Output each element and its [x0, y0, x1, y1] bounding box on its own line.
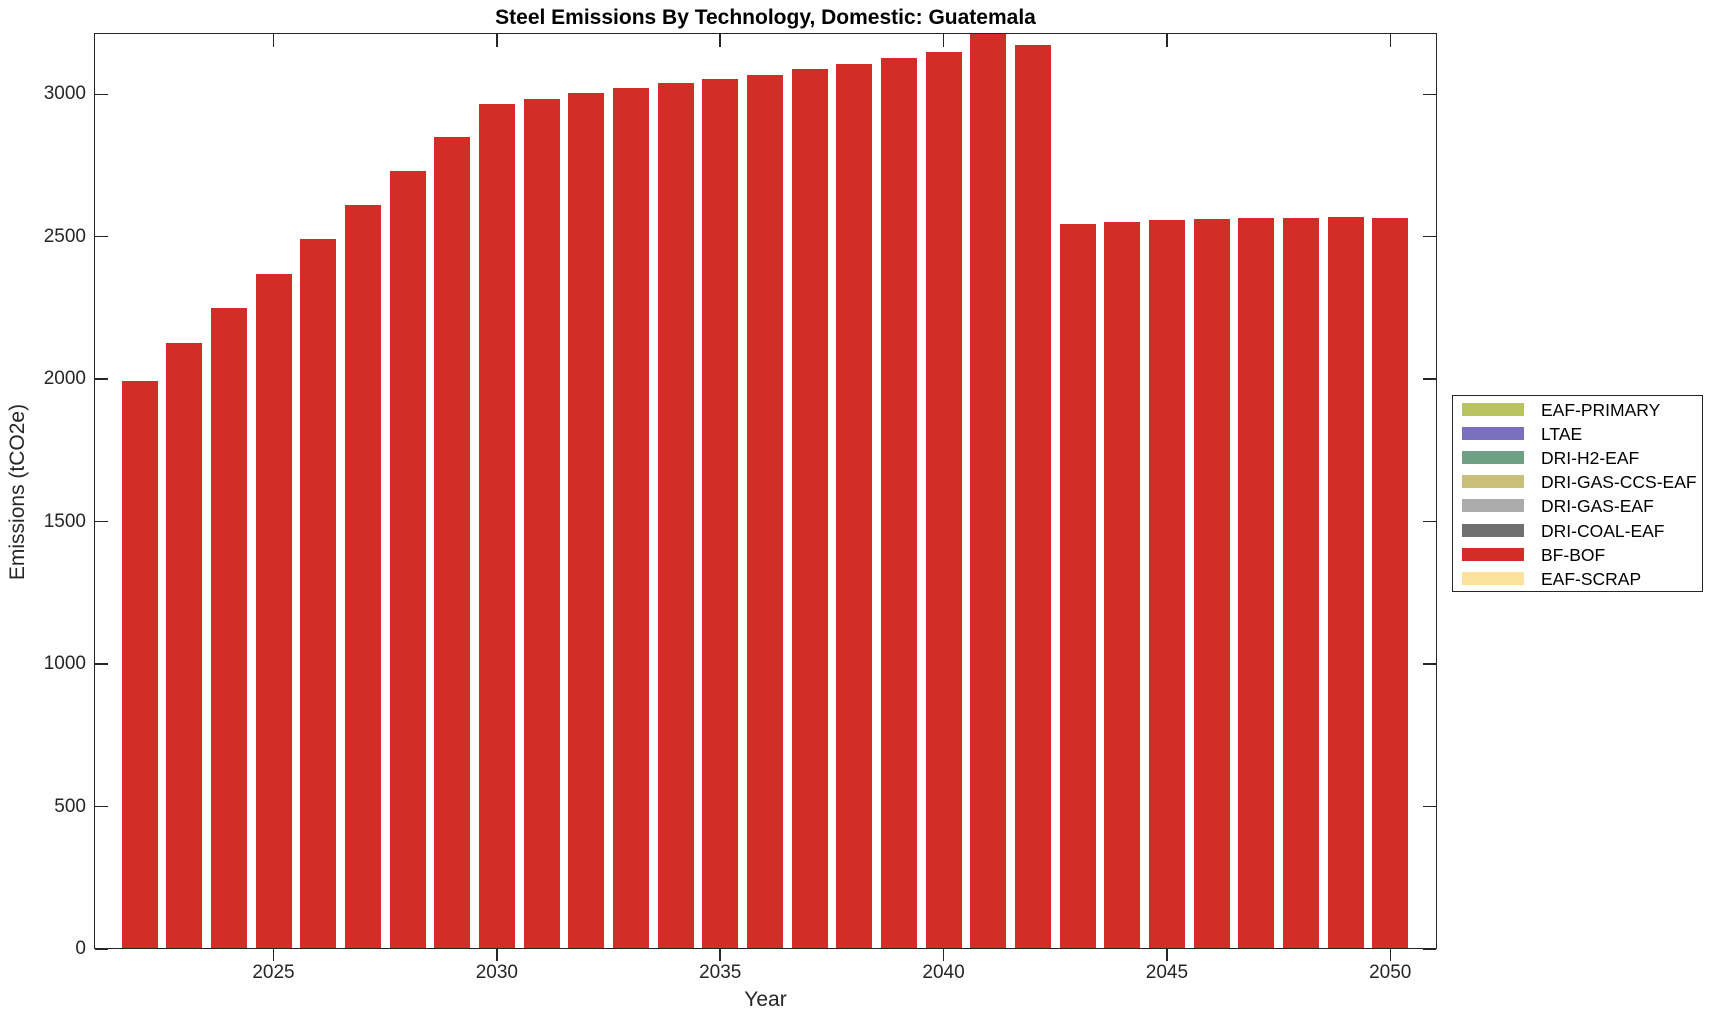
x-axis-label: Year [744, 988, 787, 1011]
legend-item: BF-BOF [1453, 543, 1702, 567]
x-tick-mark-bottom [719, 949, 721, 961]
bar-2045 [1148, 220, 1185, 948]
legend-swatch-dri-coal-eaf [1462, 523, 1524, 537]
x-tick-mark-top [272, 34, 275, 47]
bar-2044 [1104, 221, 1141, 948]
bar-2029 [434, 136, 471, 948]
bar-2039 [880, 57, 917, 948]
y-tick-mark-right [1423, 93, 1436, 95]
bar-2032 [568, 93, 605, 948]
bar-2034 [657, 83, 694, 948]
legend-item: EAF-SCRAP [1453, 567, 1702, 591]
y-tick-label: 3000 [43, 83, 86, 105]
x-tick-label: 2030 [475, 962, 518, 983]
x-tick-mark-top [1166, 34, 1168, 47]
y-tick-mark-left [95, 93, 108, 95]
bar-2023 [166, 343, 203, 948]
x-tick-label: 2045 [1145, 962, 1189, 983]
bar-2041 [970, 34, 1007, 948]
legend-item: DRI-GAS-CCS-EAF [1453, 470, 1702, 494]
legend-item: EAF-PRIMARY [1453, 398, 1702, 422]
x-tick-mark-bottom [1389, 949, 1391, 961]
y-tick-mark-left [95, 235, 108, 238]
bar-2042 [1014, 45, 1051, 948]
bar-2027 [344, 205, 381, 948]
bar-2024 [210, 308, 247, 948]
bar-2031 [523, 98, 560, 948]
legend: EAF-PRIMARY LTAE DRI-H2-EAF DRI-GAS-CCS-EAF… [1452, 395, 1703, 592]
y-tick-mark-right [1423, 520, 1436, 523]
legend-item: DRI-H2-EAF [1453, 446, 1702, 470]
y-tick-mark-left [95, 520, 108, 523]
plot-area [94, 33, 1437, 949]
x-tick-mark-top [1389, 34, 1391, 47]
x-tick-mark-bottom [496, 949, 498, 961]
x-tick-label: 2025 [252, 962, 295, 983]
legend-label: LTAE [1541, 424, 1583, 445]
bar-2046 [1193, 218, 1230, 948]
x-tick-mark-top [496, 34, 498, 47]
bar-2048 [1282, 217, 1319, 948]
bar-2037 [791, 68, 828, 948]
bar-2025 [255, 273, 292, 948]
legend-label: BF-BOF [1541, 544, 1606, 565]
legend-item: DRI-GAS-EAF [1453, 494, 1702, 518]
bar-2033 [612, 88, 649, 948]
legend-label: EAF-PRIMARY [1541, 400, 1661, 420]
legend-item: DRI-COAL-EAF [1453, 519, 1702, 543]
bar-2043 [1059, 223, 1096, 948]
legend-item: LTAE [1453, 422, 1702, 446]
x-tick-mark-top [719, 34, 721, 47]
bar-2030 [478, 104, 515, 948]
y-tick-mark-right [1423, 805, 1436, 808]
y-tick-label: 500 [54, 795, 86, 817]
y-tick-label: 2000 [43, 368, 86, 390]
legend-swatch-ltae [1462, 427, 1524, 441]
legend-label: EAF-SCRAP [1541, 568, 1642, 589]
y-tick-mark-right [1423, 948, 1436, 950]
x-tick-mark-bottom [942, 949, 945, 961]
y-tick-mark-left [95, 663, 108, 665]
y-tick-mark-left [95, 378, 108, 380]
bar-2038 [836, 63, 873, 948]
legend-swatch-bf-bof [1462, 547, 1524, 561]
bar-2036 [746, 74, 783, 948]
legend-swatch-eaf-scrap [1462, 571, 1524, 585]
y-tick-mark-left [95, 948, 108, 950]
chart-title: Steel Emissions By Technology, Domestic:… [495, 6, 1036, 29]
bar-2035 [702, 78, 739, 948]
y-tick-label: 0 [75, 938, 86, 959]
bar-2028 [389, 171, 426, 948]
x-tick-label: 2035 [699, 962, 742, 983]
bar-2040 [925, 51, 962, 948]
x-tick-label: 2050 [1369, 962, 1412, 983]
legend-label: DRI-GAS-CCS-EAF [1541, 472, 1697, 493]
y-tick-mark-right [1423, 378, 1436, 380]
y-tick-label: 2500 [43, 225, 86, 247]
legend-label: DRI-GAS-EAF [1541, 496, 1654, 517]
bar-2050 [1372, 217, 1409, 948]
x-tick-label: 2040 [922, 962, 965, 983]
legend-swatch-dri-gas-eaf [1462, 499, 1524, 513]
legend-swatch-dri-gas-ccs-eaf [1462, 475, 1524, 489]
bar-2047 [1238, 217, 1275, 948]
bar-2022 [121, 380, 158, 948]
y-tick-label: 1500 [43, 510, 86, 532]
x-tick-mark-bottom [272, 949, 275, 961]
bar-2026 [300, 238, 337, 948]
x-tick-mark-top [942, 34, 945, 47]
legend-swatch-eaf-primary [1462, 403, 1524, 416]
x-tick-mark-bottom [1166, 949, 1168, 961]
legend-label: DRI-H2-EAF [1541, 448, 1640, 469]
y-tick-mark-right [1423, 235, 1436, 238]
y-tick-mark-right [1423, 663, 1436, 665]
bar-2049 [1327, 217, 1364, 948]
y-tick-label: 1000 [43, 653, 86, 675]
y-tick-mark-left [95, 805, 108, 808]
legend-swatch-dri-h2-eaf [1462, 451, 1524, 465]
legend-label: DRI-COAL-EAF [1541, 520, 1665, 541]
